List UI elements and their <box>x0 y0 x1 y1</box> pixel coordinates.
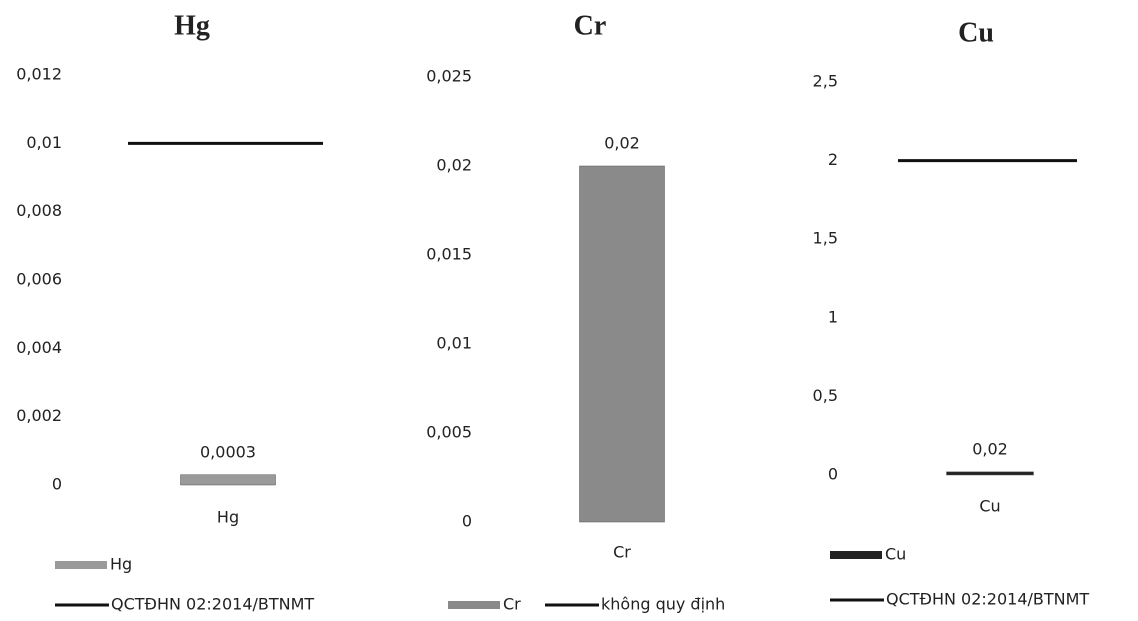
legend-swatch <box>55 561 107 569</box>
x-tick-label: Hg <box>217 508 239 527</box>
bar <box>180 474 276 486</box>
y-tick-label: 0 <box>828 465 838 484</box>
y-tick-label: 0 <box>52 475 62 494</box>
value-label: 0,02 <box>972 439 1008 458</box>
y-tick-label: 2 <box>828 150 838 169</box>
y-tick-label: 2,5 <box>813 72 838 91</box>
y-tick-label: 0,02 <box>436 156 472 175</box>
legend-label: Hg <box>110 555 132 574</box>
legend-swatch <box>448 601 500 609</box>
y-tick-label: 0 <box>462 512 472 531</box>
y-tick-label: 1 <box>828 307 838 326</box>
legend-label: Cr <box>503 595 521 614</box>
y-tick-label: 0,5 <box>813 386 838 405</box>
chart-title: Hg <box>174 10 210 41</box>
x-tick-label: Cu <box>979 497 1000 516</box>
y-tick-label: 0,004 <box>16 338 62 357</box>
legend-label: QCTĐHN 02:2014/BTNMT <box>111 595 314 614</box>
y-tick-label: 0,012 <box>16 65 62 84</box>
y-tick-label: 0,025 <box>426 67 472 86</box>
chart-title: Cu <box>958 17 994 48</box>
legend-label: không quy định <box>601 595 725 614</box>
y-tick-label: 0,008 <box>16 201 62 220</box>
chart-title: Cr <box>574 10 607 41</box>
y-tick-label: 0,015 <box>426 245 472 264</box>
y-tick-label: 0,006 <box>16 270 62 289</box>
y-tick-label: 0,01 <box>436 334 472 353</box>
y-tick-label: 0,005 <box>426 423 472 442</box>
y-tick-label: 0,002 <box>16 406 62 425</box>
x-tick-label: Cr <box>613 543 631 562</box>
bar <box>579 165 665 523</box>
value-label: 0,0003 <box>200 442 256 461</box>
y-tick-label: 0,01 <box>26 133 62 152</box>
value-label: 0,02 <box>604 134 640 153</box>
y-tick-label: 1,5 <box>813 229 838 248</box>
legend-label: QCTĐHN 02:2014/BTNMT <box>886 590 1089 609</box>
bar <box>946 471 1034 476</box>
legend-label: Cu <box>885 545 906 564</box>
legend-swatch <box>830 551 882 559</box>
